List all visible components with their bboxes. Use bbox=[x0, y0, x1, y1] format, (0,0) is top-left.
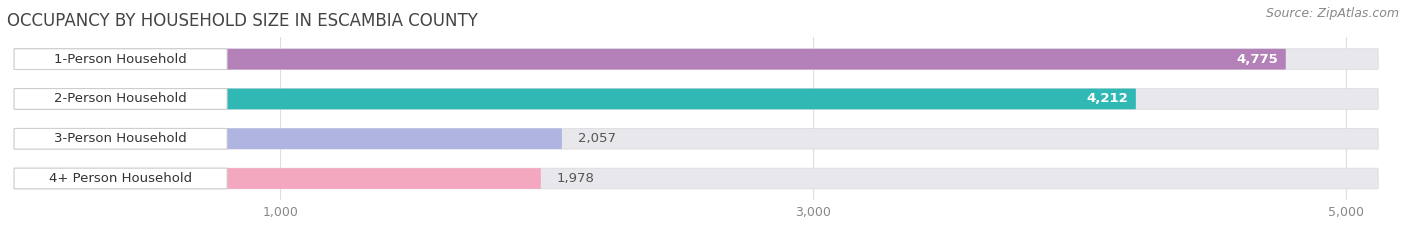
Text: 4,775: 4,775 bbox=[1236, 53, 1278, 66]
FancyBboxPatch shape bbox=[14, 128, 1378, 149]
FancyBboxPatch shape bbox=[14, 168, 541, 189]
Text: 1,978: 1,978 bbox=[557, 172, 595, 185]
FancyBboxPatch shape bbox=[14, 49, 228, 69]
Text: Source: ZipAtlas.com: Source: ZipAtlas.com bbox=[1265, 7, 1399, 20]
FancyBboxPatch shape bbox=[14, 49, 1378, 69]
FancyBboxPatch shape bbox=[14, 128, 562, 149]
FancyBboxPatch shape bbox=[14, 49, 1285, 69]
FancyBboxPatch shape bbox=[14, 168, 1378, 189]
Text: 4+ Person Household: 4+ Person Household bbox=[49, 172, 193, 185]
Text: 4,212: 4,212 bbox=[1085, 93, 1128, 106]
FancyBboxPatch shape bbox=[14, 89, 228, 109]
Text: OCCUPANCY BY HOUSEHOLD SIZE IN ESCAMBIA COUNTY: OCCUPANCY BY HOUSEHOLD SIZE IN ESCAMBIA … bbox=[7, 12, 478, 30]
FancyBboxPatch shape bbox=[14, 168, 228, 189]
Text: 2,057: 2,057 bbox=[578, 132, 616, 145]
Text: 2-Person Household: 2-Person Household bbox=[55, 93, 187, 106]
FancyBboxPatch shape bbox=[14, 89, 1378, 109]
FancyBboxPatch shape bbox=[14, 128, 228, 149]
FancyBboxPatch shape bbox=[14, 89, 1136, 109]
Text: 3-Person Household: 3-Person Household bbox=[55, 132, 187, 145]
Text: 1-Person Household: 1-Person Household bbox=[55, 53, 187, 66]
